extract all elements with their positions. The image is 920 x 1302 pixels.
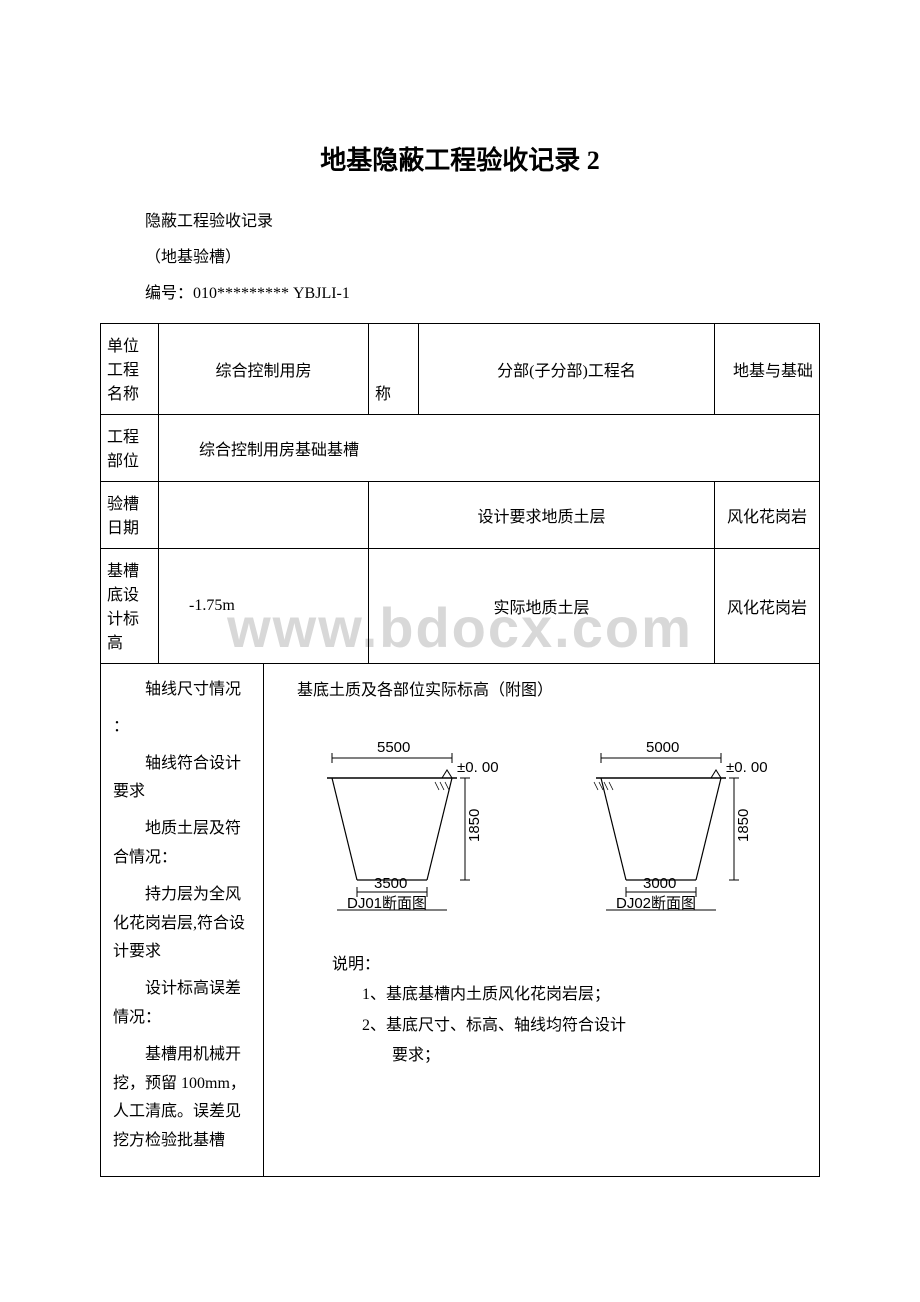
row4-value2: 风化花岗岩: [715, 549, 820, 664]
left-p3: 基槽用机械开挖，预留 100mm，人工清底。误差见挖方检验批基槽: [113, 1041, 251, 1156]
svg-text:±0. 00: ±0. 00: [457, 759, 499, 776]
record-table: 单位工程名称 综合控制用房 称 分部(子分部)工程名 地基与基础 工程部位 综合…: [100, 323, 820, 1177]
row4-value1: -1.75m: [159, 549, 369, 664]
row2-value: 综合控制用房基础基槽: [159, 415, 820, 482]
subtitle-1: 隐蔽工程验收记录: [145, 207, 820, 231]
row4-label2: 实际地质土层: [369, 549, 715, 664]
svg-text:5000: 5000: [646, 739, 679, 756]
svg-text:±0. 00: ±0. 00: [726, 759, 768, 776]
note-1: 1、基底基槽内土质风化花岗岩层；: [332, 980, 811, 1010]
svg-text:DJ02断面图: DJ02断面图: [616, 895, 696, 912]
left-colon: ：: [113, 713, 251, 742]
notes-section: 说明： 1、基底基槽内土质风化花岗岩层； 2、基底尺寸、标高、轴线均符合设计 要…: [332, 950, 811, 1072]
row1-label2-suffix: 称: [369, 324, 419, 415]
left-p2: 持力层为全风化花岗岩层,符合设计要求: [113, 881, 251, 967]
row3-value2: 风化花岗岩: [715, 482, 820, 549]
row1-value1: 综合控制用房: [159, 324, 369, 415]
note-2: 2、基底尺寸、标高、轴线均符合设计: [332, 1011, 811, 1041]
note-2b: 要求；: [332, 1041, 811, 1071]
document-code: 编号：010********* YBJLI-1: [145, 279, 820, 303]
svg-text:1850: 1850: [735, 809, 752, 842]
left-content-cell: 轴线尺寸情况 ： 轴线符合设计要求 地质土层及符合情况： 持力层为全风化花岗岩层…: [101, 664, 264, 1177]
svg-text:3000: 3000: [643, 875, 676, 892]
row3-label: 验槽日期: [101, 482, 159, 549]
row2-label: 工程部位: [101, 415, 159, 482]
left-heading1: 轴线尺寸情况: [113, 676, 251, 705]
left-heading2: 地质土层及符合情况：: [113, 815, 251, 873]
row1-label2: 分部(子分部)工程名: [419, 324, 715, 415]
row3-value1: [159, 482, 369, 549]
left-heading3: 设计标高误差情况：: [113, 975, 251, 1033]
svg-text:5500: 5500: [377, 739, 410, 756]
row3-label2: 设计要求地质土层: [369, 482, 715, 549]
diagram-cell: 基底土质及各部位实际标高（附图） 5500 ±0. 00: [264, 664, 820, 1177]
row4-label: 基槽底设计标高: [101, 549, 159, 664]
svg-text:1850: 1850: [466, 809, 483, 842]
svg-text:DJ01断面图: DJ01断面图: [347, 895, 427, 912]
diagram-dj02: 5000 ±0. 00: [576, 730, 776, 930]
row1-label: 单位工程名称: [101, 324, 159, 415]
row1-value2: 地基与基础: [715, 324, 820, 415]
notes-title: 说明：: [332, 950, 811, 980]
page-title: 地基隐蔽工程验收记录 2: [100, 140, 820, 177]
svg-text:3500: 3500: [374, 875, 407, 892]
subtitle-2: （地基验槽）: [145, 243, 820, 267]
diagram-dj01: 5500 ±0. 00: [307, 730, 507, 930]
left-p1: 轴线符合设计要求: [113, 750, 251, 808]
right-heading: 基底土质及各部位实际标高（附图）: [272, 676, 811, 700]
